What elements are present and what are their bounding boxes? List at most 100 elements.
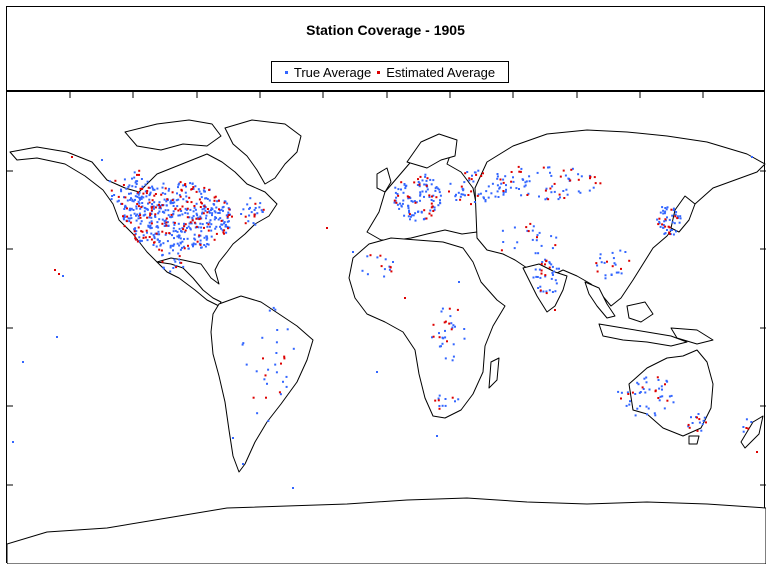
true-station-555 [468, 179, 471, 182]
legend-label-true: True Average [293, 64, 372, 80]
true-station-673 [555, 282, 558, 285]
estimated-station-24 [145, 229, 148, 232]
true-station-769 [668, 395, 671, 398]
true-station-146 [227, 220, 230, 223]
true-station-859 [742, 430, 745, 433]
true-station-387 [108, 180, 111, 183]
true-station-827 [242, 342, 245, 345]
true-station-419 [146, 180, 149, 183]
estimated-station-128 [222, 231, 225, 234]
true-station-612 [566, 193, 569, 196]
true-station-345 [215, 217, 217, 219]
true-station-531 [417, 210, 419, 213]
legend-entry-estimated: Estimated Average [377, 65, 495, 80]
true-station-373 [167, 189, 170, 192]
estimated-station-64 [193, 205, 196, 207]
true-station-325 [167, 209, 170, 212]
true-remote-station-17 [101, 159, 103, 161]
estimated-station-140 [124, 196, 127, 199]
true-station-647 [516, 241, 519, 244]
true-station-171 [228, 226, 231, 229]
estimated-station-232 [596, 270, 599, 273]
true-station-641 [502, 241, 505, 243]
estimated-station-190 [475, 173, 478, 176]
true-station-323 [158, 205, 161, 208]
true-station-198 [156, 233, 159, 236]
true-station-696 [610, 273, 613, 276]
estimated-station-147 [262, 208, 265, 211]
estimated-station-102 [150, 238, 153, 241]
true-station-711 [671, 221, 674, 224]
estimated-station-269 [448, 307, 451, 310]
estimated-station-285 [283, 357, 286, 360]
estimated-station-60 [165, 232, 168, 235]
true-station-771 [634, 393, 637, 395]
true-station-662 [554, 279, 557, 282]
estimated-station-210 [577, 178, 580, 181]
estimated-station-81 [203, 186, 206, 189]
true-station-92 [166, 221, 169, 224]
true-station-586 [512, 180, 515, 183]
estimated-station-86 [160, 249, 163, 252]
true-station-16 [211, 212, 214, 215]
true-station-72 [191, 243, 194, 246]
true-station-136 [151, 187, 154, 190]
estimated-station-142 [244, 215, 247, 218]
scandinavia-outline [406, 133, 458, 169]
estimated-station-167 [414, 201, 417, 204]
true-station-421 [240, 213, 243, 215]
true-station-385 [130, 192, 132, 195]
estimated-station-286 [262, 357, 264, 360]
estimated-station-176 [432, 210, 435, 212]
true-station-331 [158, 240, 161, 242]
estimated-station-17 [142, 192, 145, 195]
true-station-117 [216, 200, 219, 203]
estimated-station-101 [140, 230, 143, 233]
estimated-station-275 [456, 308, 459, 311]
estimated-remote-station-6 [326, 227, 328, 229]
true-station-261 [139, 207, 142, 210]
estimated-station-194 [589, 177, 591, 180]
true-station-368 [150, 232, 153, 235]
estimated-station-166 [425, 184, 428, 187]
true-station-621 [553, 190, 556, 193]
true-station-326 [176, 242, 179, 245]
estimated-station-144 [244, 222, 247, 225]
true-station-729 [679, 215, 682, 218]
true-station-732 [664, 210, 667, 213]
true-station-443 [173, 258, 176, 261]
estimated-station-235 [611, 265, 614, 268]
true-station-552 [472, 180, 475, 183]
true-station-14 [128, 220, 131, 223]
true-station-360 [149, 191, 152, 194]
true-station-706 [668, 218, 671, 221]
true-station-309 [178, 194, 181, 197]
true-station-636 [579, 191, 582, 194]
estimated-station-207 [562, 169, 565, 172]
estimated-station-100 [154, 206, 157, 209]
true-station-393 [126, 199, 129, 202]
true-station-352 [198, 190, 201, 193]
true-station-281 [178, 214, 181, 217]
estimated-station-136 [138, 169, 141, 172]
true-station-705 [666, 216, 668, 219]
true-station-755 [645, 405, 648, 408]
true-station-439 [249, 197, 252, 200]
true-station-432 [247, 220, 250, 223]
estimated-station-126 [217, 199, 220, 202]
true-station-471 [434, 189, 437, 192]
true-station-566 [462, 193, 465, 196]
true-station-690 [603, 261, 606, 264]
true-station-628 [498, 187, 501, 190]
true-station-702 [614, 263, 617, 266]
true-station-564 [457, 191, 460, 194]
true-station-829 [276, 329, 279, 331]
estimated-station-51 [171, 191, 174, 194]
true-station-592 [515, 187, 518, 190]
true-station-267 [220, 223, 223, 226]
true-station-424 [250, 211, 253, 214]
estimated-station-233 [628, 259, 631, 262]
true-station-501 [407, 207, 410, 210]
true-station-611 [564, 174, 567, 177]
true-station-346 [154, 216, 157, 218]
